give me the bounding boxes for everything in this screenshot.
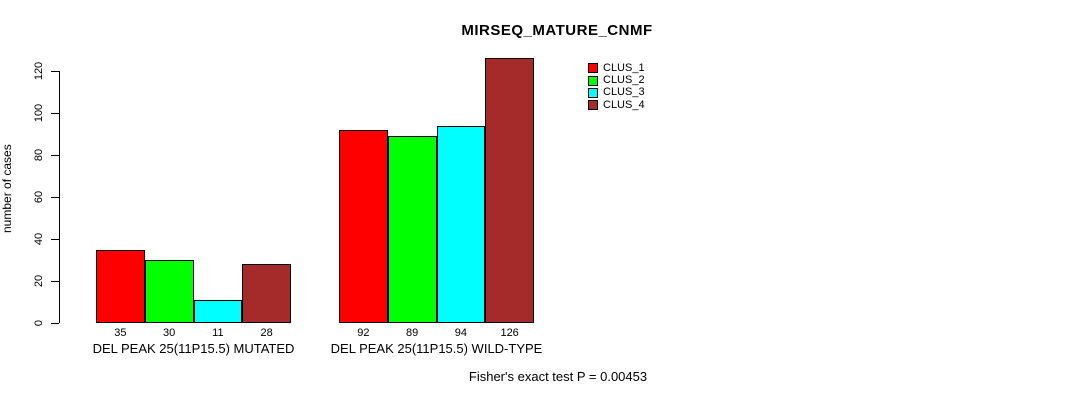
bar-value-label: 35 (114, 327, 127, 339)
group-label: DEL PEAK 25(11P15.5) MUTATED (92, 341, 295, 356)
y-tick-mark (51, 280, 59, 282)
chart-title: MIRSEQ_MATURE_CNMF (461, 22, 653, 39)
y-tick-label: 100 (33, 103, 45, 123)
bar-value-label: 126 (500, 327, 519, 339)
bar-clus_4-group2 (485, 58, 534, 323)
y-tick-label: 60 (33, 190, 45, 204)
y-tick-mark (51, 238, 59, 240)
y-tick-mark (51, 322, 59, 324)
y-tick-mark (51, 112, 59, 114)
legend-item-clus_2: CLUS_2 (588, 74, 645, 86)
y-tick-label: 120 (33, 61, 45, 81)
y-tick-mark (51, 70, 59, 72)
y-axis-label: number of cases (0, 144, 14, 233)
group-label: DEL PEAK 25(11P15.5) WILD-TYPE (330, 341, 543, 356)
legend-swatch-icon (588, 87, 598, 98)
legend-swatch-icon (588, 100, 598, 111)
y-tick-label: 40 (33, 232, 45, 246)
legend-label: CLUS_4 (603, 98, 645, 111)
legend-swatch-icon (588, 63, 598, 74)
y-tick-label: 20 (33, 274, 45, 288)
y-axis-line (59, 71, 60, 323)
y-tick-label: 0 (33, 319, 45, 327)
y-tick-label: 80 (33, 148, 45, 162)
y-tick-mark (51, 154, 59, 156)
legend: CLUS_1 CLUS_2 CLUS_3 CLUS_4 (588, 62, 645, 112)
legend-label: CLUS_1 (603, 61, 645, 74)
legend-label: CLUS_2 (603, 74, 645, 87)
legend-swatch-icon (588, 75, 598, 86)
legend-item-clus_1: CLUS_1 (588, 62, 645, 74)
bar-clus_2-group1 (144, 260, 194, 323)
bar-value-label: 11 (212, 327, 224, 339)
legend-item-clus_4: CLUS_4 (588, 99, 645, 111)
bar-value-label: 92 (357, 327, 370, 339)
footnote-text: Fisher's exact test P = 0.00453 (468, 369, 648, 384)
bar-clus_1-group2 (339, 129, 388, 323)
bar-clus_3-group2 (436, 125, 486, 323)
bar-value-label: 30 (163, 327, 176, 339)
bar-value-label: 28 (260, 327, 273, 339)
bar-value-label: 94 (454, 327, 467, 339)
bar-clus_1-group1 (96, 249, 145, 323)
legend-label: CLUS_3 (603, 86, 645, 99)
y-tick-mark (51, 196, 59, 198)
legend-item-clus_3: CLUS_3 (588, 87, 645, 99)
bar-clus_4-group1 (242, 264, 291, 323)
bar-clus_3-group1 (193, 299, 243, 323)
bar-clus_2-group2 (387, 136, 437, 323)
bar-value-label: 89 (406, 327, 419, 339)
